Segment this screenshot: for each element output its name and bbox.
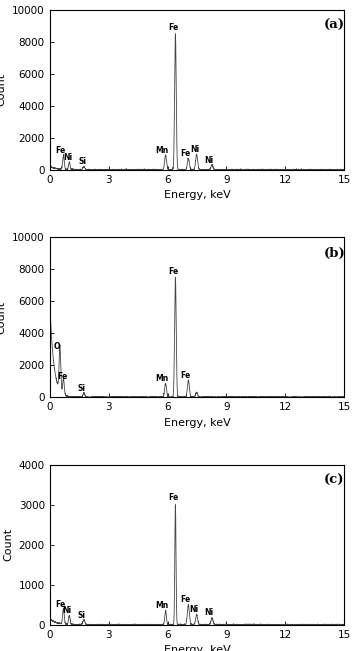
Text: (a): (a)	[324, 20, 345, 33]
Text: Fe: Fe	[55, 146, 66, 155]
Y-axis label: Count: Count	[3, 529, 13, 561]
Text: Ni: Ni	[204, 156, 214, 165]
Text: Fe: Fe	[168, 267, 178, 276]
Text: Fe: Fe	[168, 23, 178, 32]
Text: Mn: Mn	[155, 146, 169, 155]
Text: Mn: Mn	[155, 601, 169, 610]
Text: Fe: Fe	[180, 371, 191, 380]
Text: Ni: Ni	[190, 605, 199, 614]
Text: Si: Si	[78, 158, 86, 166]
Text: Si: Si	[77, 611, 86, 620]
Y-axis label: Count: Count	[0, 301, 7, 334]
X-axis label: Energy, keV: Energy, keV	[164, 418, 230, 428]
Text: Ni: Ni	[62, 606, 72, 615]
Text: Fe: Fe	[168, 493, 178, 503]
Text: Ni: Ni	[204, 608, 214, 617]
Text: (c): (c)	[324, 475, 344, 488]
Text: Ni: Ni	[190, 145, 199, 154]
Text: O: O	[54, 342, 60, 351]
Text: Si: Si	[77, 384, 85, 393]
Text: Fe: Fe	[180, 149, 191, 158]
Text: (b): (b)	[324, 247, 345, 260]
X-axis label: Energy, keV: Energy, keV	[164, 645, 230, 651]
X-axis label: Energy, keV: Energy, keV	[164, 190, 230, 201]
Text: Fe: Fe	[180, 595, 191, 603]
Text: Fe: Fe	[55, 600, 65, 609]
Text: Ni: Ni	[63, 153, 72, 162]
Text: Fe: Fe	[57, 372, 67, 381]
Text: Mn: Mn	[155, 374, 169, 383]
Y-axis label: Count: Count	[0, 74, 7, 106]
